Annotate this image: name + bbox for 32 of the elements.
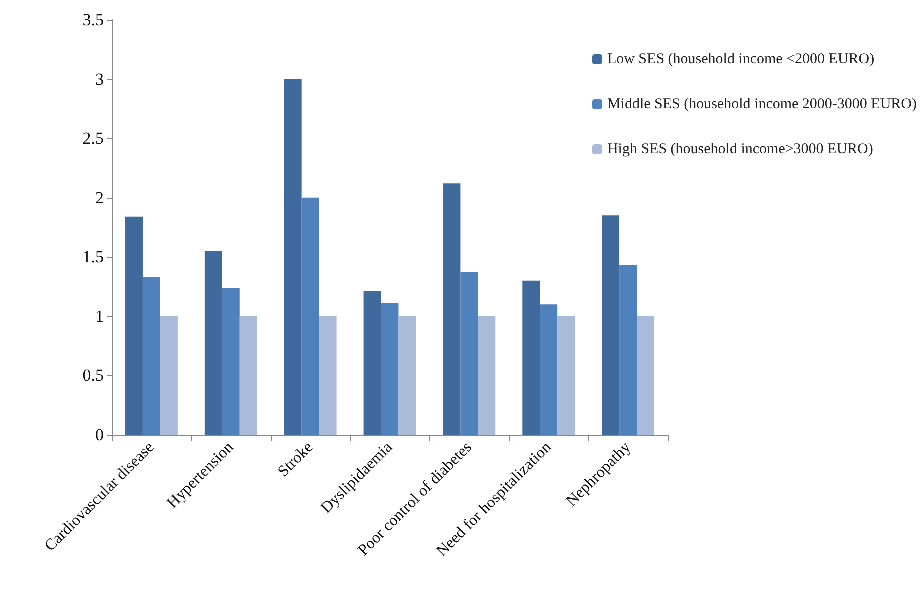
bar [319,316,337,435]
bar [302,198,320,435]
y-tick-label: 1 [96,306,104,326]
bar [602,216,620,435]
y-tick-label: 2 [96,188,104,208]
y-tick-label: 2.5 [82,129,104,148]
legend-label: Low SES (household income <2000 EURO) [607,52,875,68]
bar [558,316,576,435]
y-tick-label: 0 [96,426,104,444]
bar [620,265,638,435]
bar [222,288,240,435]
y-tick-label: 0.5 [82,366,104,386]
bar [522,280,540,435]
bar [240,316,258,435]
bar [204,251,222,435]
bar [364,292,382,435]
bar [398,316,416,435]
y-tick-label: 1.5 [82,248,104,267]
bar [284,79,302,435]
bar [540,304,558,435]
y-tick-label: 3 [96,70,104,89]
bar [160,316,178,435]
bar [443,184,461,435]
legend-label: Middle SES (household income 2000-3000 EURO) [607,96,918,112]
bar [126,216,143,435]
bar [460,272,478,435]
bar [637,316,654,435]
bar [142,277,160,435]
legend-label: High SES (household income>3000 EURO) [607,142,874,158]
y-tick-label: 3.5 [82,10,104,30]
bar [381,303,399,435]
bar [478,316,496,435]
